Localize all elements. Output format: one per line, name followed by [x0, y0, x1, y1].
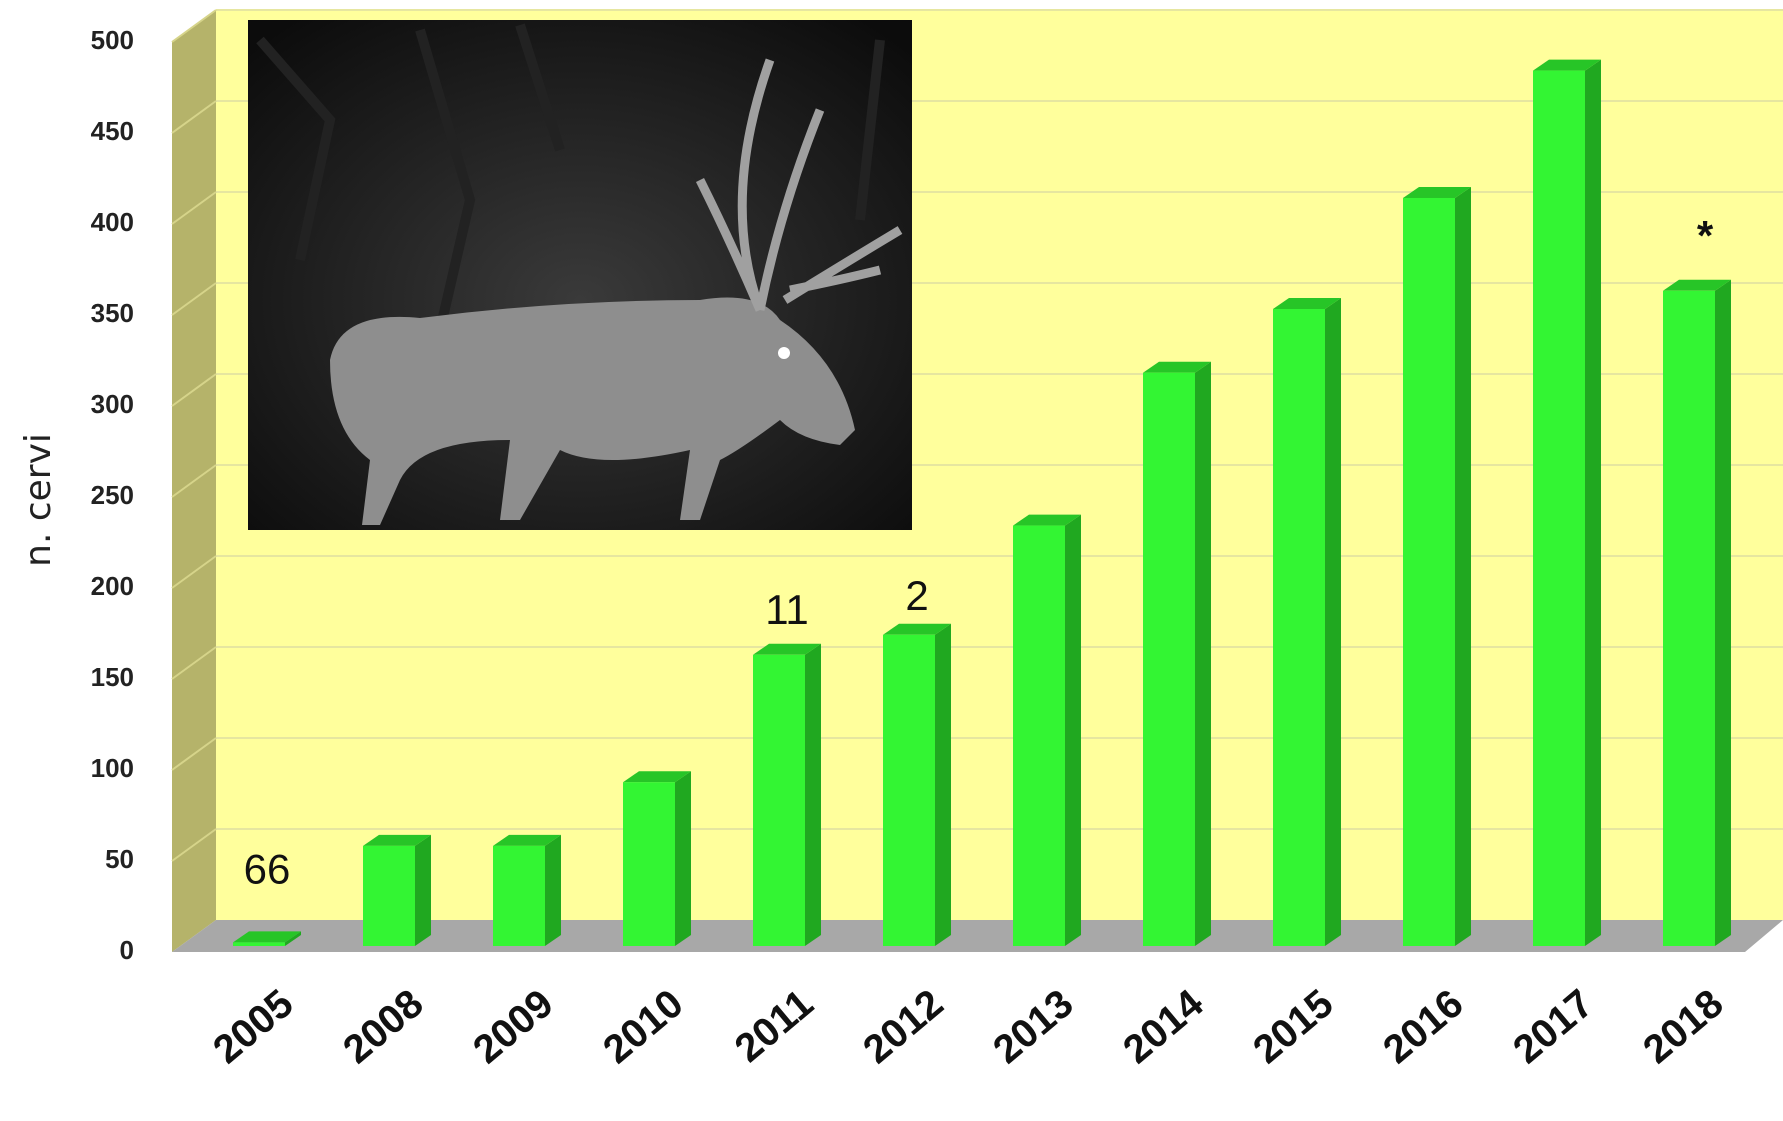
annotation: 66	[244, 845, 291, 892]
annotation: 11	[765, 586, 809, 633]
y-tick-label: 300	[91, 389, 134, 419]
x-tick-label: 2018	[1635, 981, 1731, 1072]
x-tick-label: 2013	[985, 981, 1081, 1072]
x-tick-label: 2009	[465, 981, 561, 1072]
bar	[1143, 373, 1195, 946]
x-tick-label: 2016	[1375, 981, 1471, 1072]
bar-side	[545, 835, 561, 946]
y-tick-label: 50	[105, 844, 134, 874]
y-tick-label: 200	[91, 571, 134, 601]
bar-side	[415, 835, 431, 946]
bar-side	[1585, 60, 1601, 946]
x-tick-label: 2017	[1505, 981, 1601, 1072]
bar-side	[1195, 362, 1211, 946]
bar	[233, 942, 285, 946]
y-tick-label: 350	[91, 298, 134, 328]
photo	[248, 20, 912, 530]
bar	[623, 782, 675, 946]
bar-side	[935, 624, 951, 946]
y-tick-label: 500	[91, 25, 134, 55]
bar	[1533, 71, 1585, 946]
bar	[1403, 198, 1455, 946]
bar-side	[1325, 298, 1341, 946]
x-tick-label: 2011	[727, 981, 822, 1070]
bar-side	[1455, 187, 1471, 946]
y-axis-label: n. cervi	[18, 433, 59, 567]
bar-side	[805, 644, 821, 946]
bar	[1663, 291, 1715, 946]
x-tick-label: 2015	[1245, 981, 1341, 1072]
x-tick-label: 2014	[1115, 981, 1212, 1072]
y-tick-label: 450	[91, 116, 134, 146]
bar	[1273, 309, 1325, 946]
annotation: 2	[905, 572, 928, 619]
y-tick-label: 100	[91, 753, 134, 783]
y-tick-label: 0	[120, 935, 134, 965]
x-tick-label: 2005	[205, 981, 301, 1072]
x-tick-label: 2010	[595, 981, 691, 1072]
annotation: *	[1697, 212, 1714, 259]
bar-side	[1715, 280, 1731, 946]
bar	[363, 846, 415, 946]
bar	[883, 635, 935, 946]
y-tick-label: 250	[91, 480, 134, 510]
bar-side	[1065, 515, 1081, 946]
y-tick-label: 400	[91, 207, 134, 237]
x-tick-label: 2008	[335, 981, 431, 1072]
bar-side	[675, 771, 691, 946]
y-tick-label: 150	[91, 662, 134, 692]
bar	[1013, 526, 1065, 946]
bar	[493, 846, 545, 946]
chart: 0 50 100 150 200 250 300 350 400 450 500 2005 2008 20…	[0, 0, 1783, 1121]
bar	[753, 655, 805, 946]
x-tick-label: 2012	[855, 981, 951, 1072]
photo-eye	[778, 347, 790, 359]
